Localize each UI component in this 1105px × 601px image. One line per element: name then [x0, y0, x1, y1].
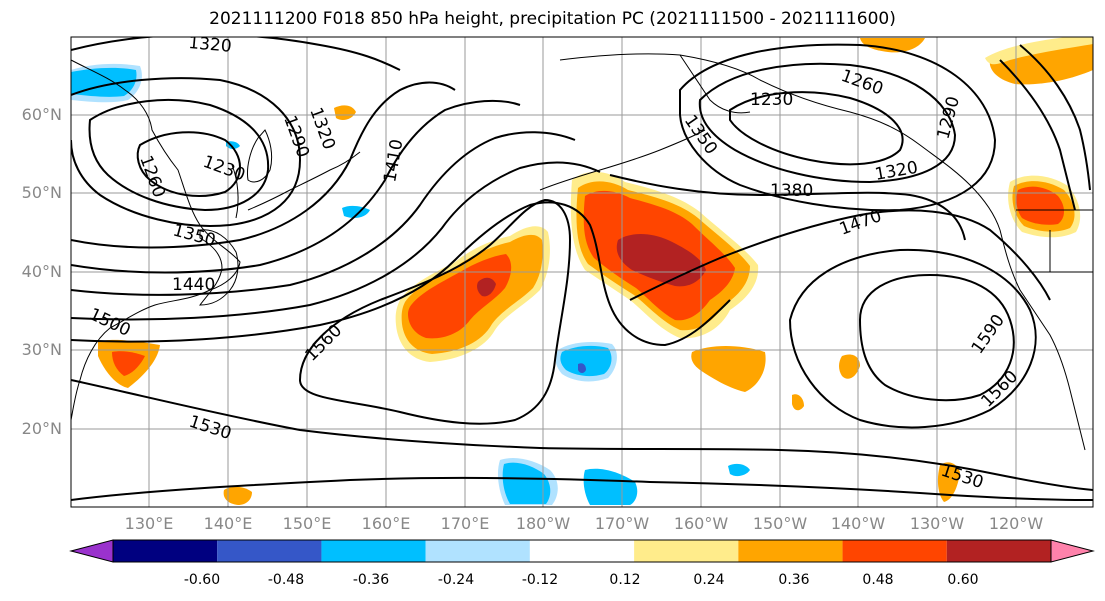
colorbar-extend-low — [69, 539, 114, 563]
lat-label: 30°N — [21, 340, 62, 359]
colorbar-tick-label: -0.24 — [437, 572, 475, 588]
colorbar-segment — [946, 540, 1051, 562]
contour-west-low-outer — [71, 77, 302, 227]
precip-positive-top-orange — [860, 38, 925, 53]
colorbar-segment — [425, 540, 530, 562]
contour-alaska-low-mid — [698, 62, 957, 184]
contour-1560-east — [788, 248, 1037, 429]
precip-positive-small-1 — [839, 354, 860, 379]
lon-label: 180°W — [515, 514, 571, 533]
colorbar-tick-label: -0.60 — [183, 572, 221, 588]
colorbar-tick-label: -0.48 — [267, 572, 305, 588]
lon-label: 170°W — [594, 514, 650, 533]
colorbar-tick-label: 0.48 — [862, 572, 894, 588]
colorbar-tick-label: -0.12 — [521, 572, 559, 588]
precip-positive-pnw-red — [1016, 186, 1064, 225]
lon-label: 160°W — [673, 514, 729, 533]
lat-label: 50°N — [21, 183, 62, 202]
contour-west-low-inner — [136, 131, 241, 197]
coast-sakhalin — [231, 164, 239, 219]
lon-label: 140°E — [203, 514, 253, 533]
colorbar-tick-label: 0.36 — [778, 572, 810, 588]
colorbar-tick-label: 0.60 — [947, 572, 979, 588]
contour-1590-high — [858, 273, 1015, 402]
precip-positive-small-3 — [334, 105, 356, 120]
colorbar-segment — [842, 540, 947, 562]
coast-alaska — [559, 53, 1001, 231]
contour-bottom — [71, 476, 1093, 501]
precip-positive-small-2 — [792, 394, 804, 411]
lon-label: 140°W — [830, 514, 886, 533]
colorbar-segment — [321, 540, 426, 562]
contour-ridge-4 — [71, 161, 601, 321]
contour-north-1 — [71, 37, 401, 71]
colorbar-tick-label: 0.24 — [693, 572, 725, 588]
height-contours — [71, 37, 1093, 501]
lon-label: 150°W — [752, 514, 808, 533]
chart-title: 2021111200 F018 850 hPa height, precipit… — [209, 9, 896, 29]
coast-kamchatka — [247, 129, 273, 183]
precip-positive-se-small — [937, 462, 960, 502]
coastlines — [71, 53, 1093, 451]
colorbar-segment — [217, 540, 322, 562]
colorbar-extend-high — [1050, 539, 1095, 563]
precip-negative-central-dark — [578, 363, 586, 373]
map-gridlines — [71, 37, 1093, 507]
contour-ridge-2 — [71, 99, 521, 274]
precip-positive-bottom-small — [223, 486, 252, 505]
precip-positive-ne-yellow-edge — [985, 37, 1093, 65]
contour-label: 1380 — [770, 181, 813, 201]
precip-negative-south2-blue — [583, 468, 638, 505]
coast-kuriles — [247, 151, 361, 211]
lat-label: 20°N — [21, 419, 62, 438]
contour-1380 — [609, 174, 966, 241]
lat-label: 60°N — [21, 105, 62, 124]
contour-label: 1440 — [172, 275, 215, 295]
contour-ridge-1 — [71, 81, 456, 249]
precip-negative-south-blue — [502, 462, 551, 504]
coast-bering — [679, 54, 751, 114]
contour-subtrop-high — [298, 198, 572, 425]
contour-label: 1230 — [750, 90, 793, 110]
coast-na-border — [1016, 209, 1093, 273]
colorbar — [69, 539, 1095, 563]
contour-trough-1 — [71, 201, 731, 347]
coast-japan — [198, 229, 239, 306]
contour-west-low-mid — [88, 99, 270, 212]
precip-positive-west-darkred — [477, 277, 496, 297]
map-frame — [70, 36, 1094, 508]
precip-negative-central-blue — [560, 345, 612, 377]
precip-positive-sw-japan-red — [112, 351, 145, 376]
contour-ridge-3 — [71, 131, 576, 296]
precip-positive-west-red — [408, 254, 512, 339]
contour-east-lines — [999, 59, 1076, 211]
lon-label: 130°E — [124, 514, 174, 533]
coast-na-west — [999, 229, 1086, 451]
contour-1530-south — [71, 379, 1093, 491]
contour-1470 — [629, 209, 1051, 301]
precip-negative-small-2 — [728, 463, 750, 477]
contour-alaska-low-outer — [679, 43, 997, 212]
contour-east-lines-2 — [1019, 44, 1091, 191]
colorbar-frame — [112, 539, 1052, 563]
lon-label: 130°W — [909, 514, 965, 533]
lon-label: 120°W — [988, 514, 1044, 533]
precip-anomaly-fills — [71, 37, 1093, 505]
coast-aleutians — [539, 129, 706, 191]
lat-label: 40°N — [21, 262, 62, 281]
contour-alaska-low-inner — [729, 91, 904, 166]
colorbar-segment — [529, 540, 635, 562]
lon-label: 160°E — [361, 514, 411, 533]
colorbar-tick-label: -0.36 — [352, 572, 390, 588]
colorbar-segment — [634, 540, 739, 562]
lon-label: 150°E — [282, 514, 332, 533]
precip-positive-hawaii — [691, 346, 766, 392]
colorbar-tick-label: 0.12 — [609, 572, 641, 588]
contour-label: 1320 — [188, 33, 233, 57]
colorbar-segment — [113, 540, 218, 562]
colorbar-segment — [738, 540, 843, 562]
lon-label: 170°E — [440, 514, 490, 533]
